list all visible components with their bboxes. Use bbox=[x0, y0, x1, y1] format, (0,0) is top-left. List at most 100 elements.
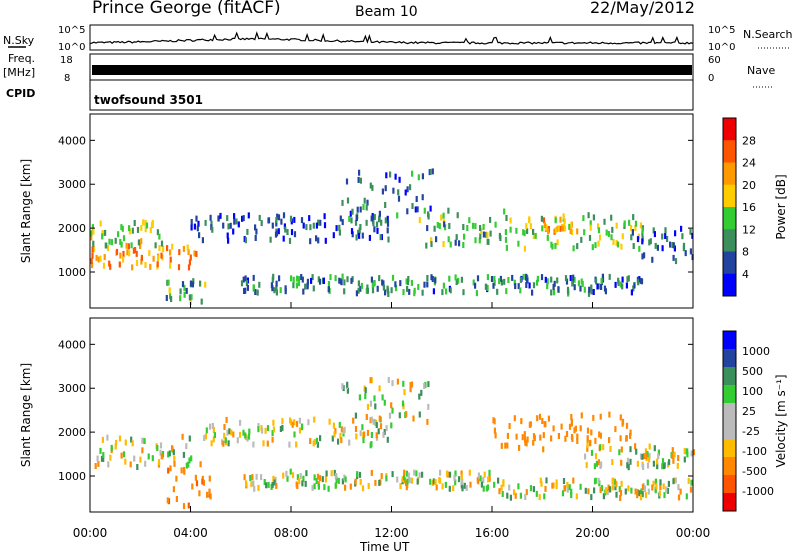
colorbar-swatch bbox=[723, 475, 736, 494]
heatmap-cell bbox=[355, 215, 358, 221]
heatmap-cell bbox=[361, 485, 365, 492]
heatmap-cell bbox=[309, 238, 312, 245]
freq-unit-label: [MHz] bbox=[3, 66, 35, 79]
heatmap-cell bbox=[120, 241, 123, 248]
heatmap-cell bbox=[590, 494, 593, 501]
heatmap-cell bbox=[536, 275, 539, 282]
heatmap-cell bbox=[479, 233, 482, 240]
heatmap-cell bbox=[597, 223, 600, 230]
heatmap-cell bbox=[420, 389, 423, 396]
heatmap-cell bbox=[590, 288, 593, 295]
heatmap-cell bbox=[189, 254, 192, 261]
heatmap-cell bbox=[136, 464, 139, 470]
heatmap-cell bbox=[500, 484, 503, 491]
heatmap-cell bbox=[608, 437, 611, 444]
heatmap-cell bbox=[629, 432, 632, 439]
heatmap-cell bbox=[267, 481, 270, 488]
heatmap-cell bbox=[366, 199, 369, 206]
heatmap-cell bbox=[341, 219, 344, 226]
heatmap-cell bbox=[472, 222, 475, 229]
heatmap-cell bbox=[448, 275, 451, 282]
heatmap-cell bbox=[185, 443, 188, 450]
heatmap-cell bbox=[461, 479, 464, 485]
heatmap-cell bbox=[122, 451, 126, 458]
heatmap-cell bbox=[244, 237, 247, 244]
heatmap-cell bbox=[143, 438, 146, 445]
heatmap-cell bbox=[513, 279, 516, 286]
cpid-panel bbox=[89, 79, 694, 111]
heatmap-cell bbox=[308, 215, 311, 222]
heatmap-cell bbox=[250, 481, 253, 488]
heatmap-cell bbox=[550, 276, 553, 283]
heatmap-cell bbox=[319, 219, 322, 226]
heatmap-cell bbox=[256, 289, 259, 296]
heatmap-cell bbox=[680, 225, 683, 232]
heatmap-cell bbox=[114, 443, 117, 450]
heatmap-cell bbox=[178, 249, 181, 256]
heatmap-cell bbox=[594, 242, 597, 249]
heatmap-cell bbox=[448, 471, 452, 478]
heatmap-cell bbox=[370, 441, 373, 448]
heatmap-cell bbox=[139, 243, 142, 249]
heatmap-cell bbox=[545, 224, 548, 231]
heatmap-cell bbox=[501, 491, 504, 497]
heatmap-cell bbox=[271, 481, 274, 488]
heatmap-cell bbox=[265, 482, 268, 489]
heatmap-cell bbox=[526, 228, 529, 234]
heatmap-cell bbox=[279, 426, 282, 432]
heatmap-cell bbox=[441, 483, 444, 490]
heatmap-cell bbox=[286, 229, 289, 235]
heatmap-cell bbox=[692, 449, 695, 456]
heatmap-cell bbox=[577, 280, 580, 287]
heatmap-cell bbox=[241, 215, 244, 222]
heatmap-cell bbox=[423, 281, 426, 288]
heatmap-cell bbox=[666, 236, 669, 242]
heatmap-cell bbox=[546, 278, 549, 285]
heatmap-cell bbox=[367, 483, 370, 489]
heatmap-cell bbox=[600, 278, 603, 284]
heatmap-cell bbox=[654, 486, 657, 493]
heatmap-cell bbox=[254, 235, 257, 241]
heatmap-cell bbox=[460, 474, 463, 481]
heatmap-cell bbox=[447, 236, 450, 243]
heatmap-cell bbox=[542, 432, 545, 439]
heatmap-cell bbox=[532, 233, 535, 240]
heatmap-cell bbox=[519, 492, 522, 499]
heatmap-cell bbox=[371, 184, 374, 191]
heatmap-cell bbox=[345, 178, 349, 185]
heatmap-cell bbox=[563, 485, 567, 492]
heatmap-cell bbox=[275, 220, 278, 227]
heatmap-cell bbox=[455, 279, 458, 285]
heatmap-cell bbox=[630, 289, 633, 296]
heatmap-cell bbox=[570, 229, 574, 235]
heatmap-cell bbox=[237, 221, 240, 228]
heatmap-cell bbox=[226, 215, 229, 222]
heatmap-cell bbox=[586, 445, 589, 452]
heatmap-cell bbox=[267, 217, 270, 224]
heatmap-cell bbox=[369, 400, 372, 407]
heatmap-cell bbox=[102, 455, 105, 462]
heatmap-cell bbox=[300, 274, 303, 280]
heatmap-cell bbox=[515, 433, 518, 440]
y-axis-label: Slant Range [km] bbox=[19, 159, 33, 263]
heatmap-cell bbox=[598, 431, 601, 438]
heatmap-cell bbox=[541, 418, 544, 424]
heatmap-cell bbox=[99, 255, 102, 262]
heatmap-cell bbox=[244, 432, 247, 439]
heatmap-cell bbox=[264, 427, 267, 434]
heatmap-cell bbox=[595, 278, 598, 285]
heatmap-cell bbox=[580, 412, 583, 419]
heatmap-cell bbox=[404, 189, 407, 196]
heatmap-cell bbox=[359, 478, 362, 485]
heatmap-cell bbox=[344, 476, 347, 483]
colorbar-swatch bbox=[723, 493, 736, 512]
heatmap-cell bbox=[616, 241, 620, 248]
heatmap-cell bbox=[584, 453, 587, 460]
heatmap-cell bbox=[564, 275, 568, 282]
heatmap-cell bbox=[212, 436, 215, 443]
heatmap-cell bbox=[535, 490, 538, 497]
heatmap-cell bbox=[375, 422, 378, 428]
heatmap-cell bbox=[597, 459, 600, 466]
heatmap-cell bbox=[182, 503, 186, 510]
heatmap-cell bbox=[504, 236, 508, 243]
